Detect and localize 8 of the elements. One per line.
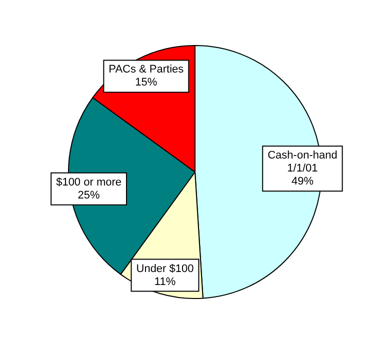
slice-label: Cash-on-hand 1/1/01 — [268, 150, 338, 175]
slice-label: PACs & Parties — [108, 64, 184, 76]
slice-label: $100 or more — [56, 176, 122, 188]
data-label: 11% — [154, 276, 176, 288]
data-label: 25% — [78, 189, 100, 202]
slice-label: Under $100 — [136, 262, 194, 275]
data-label: 15% — [135, 76, 158, 89]
data-label: 49% — [291, 176, 314, 188]
